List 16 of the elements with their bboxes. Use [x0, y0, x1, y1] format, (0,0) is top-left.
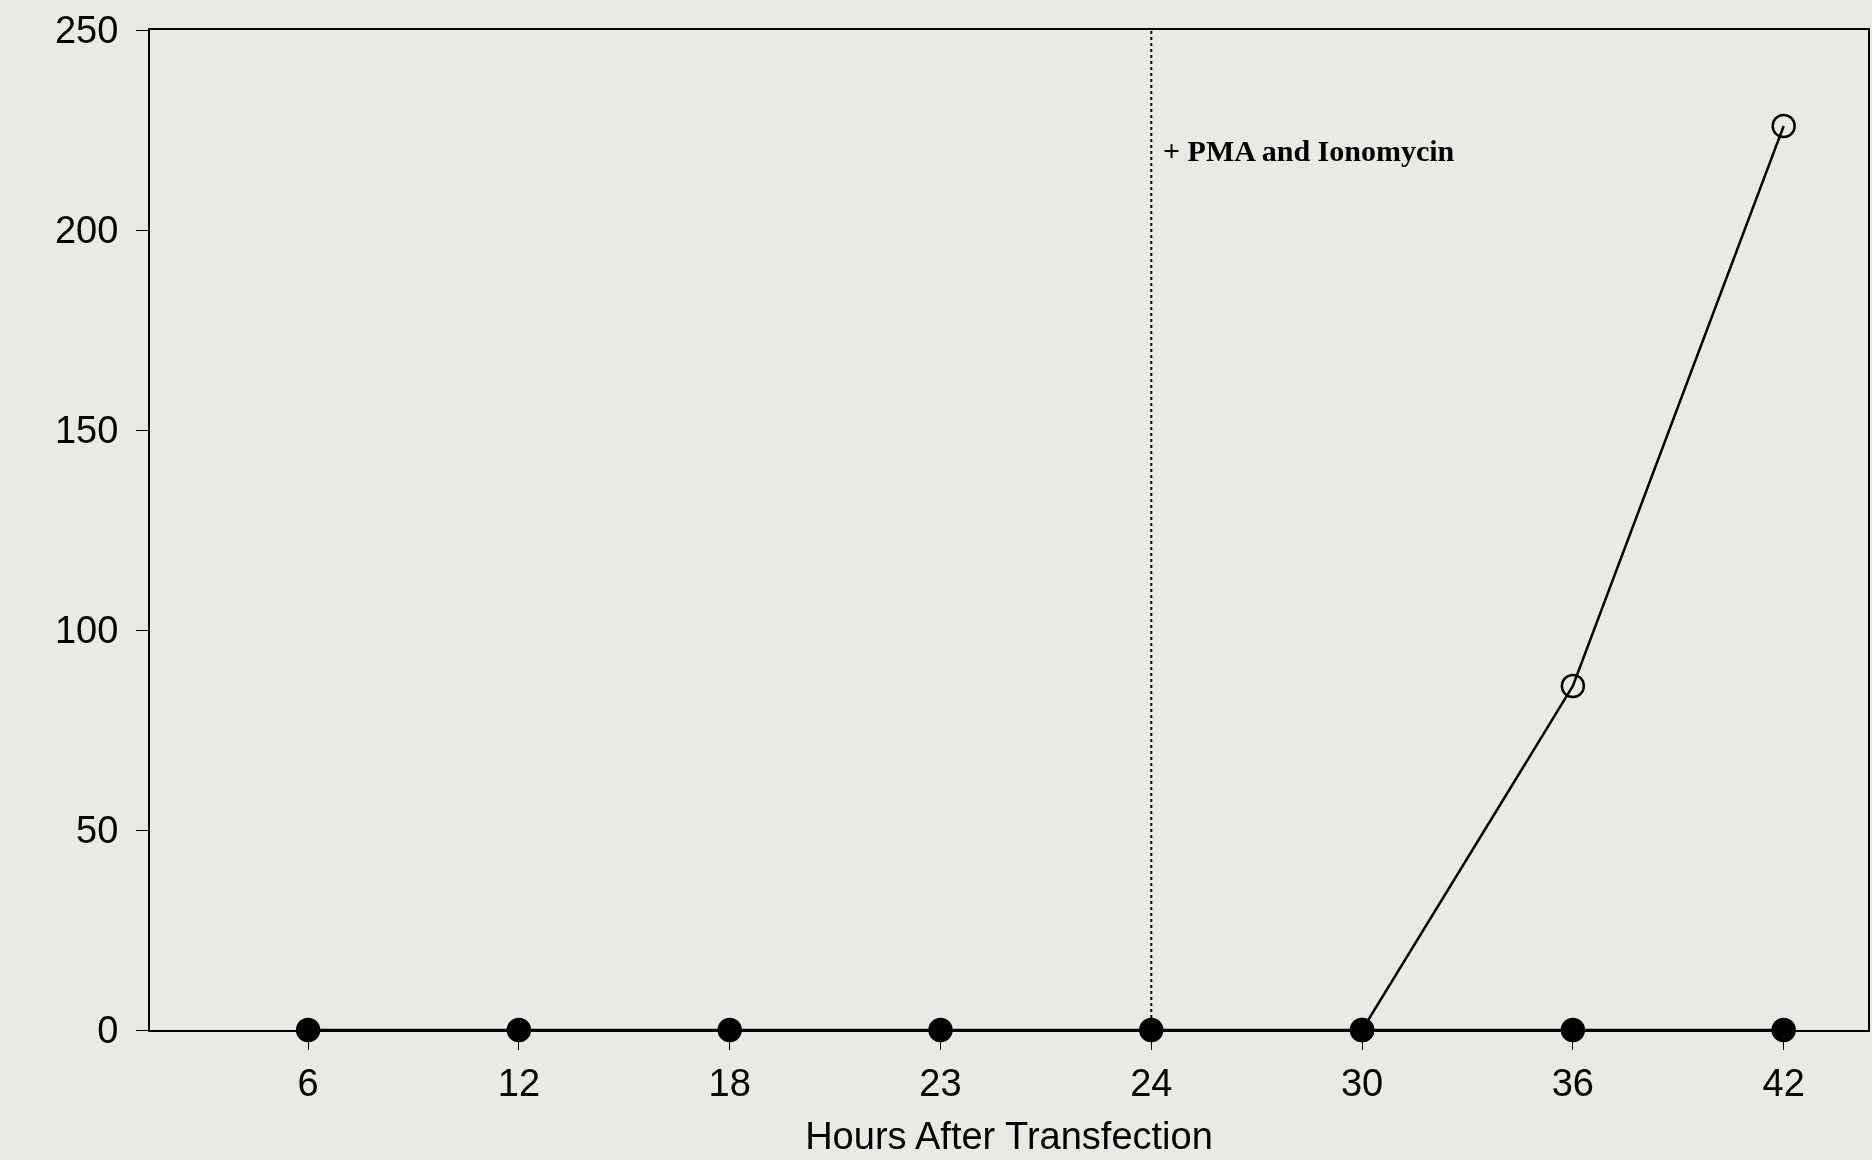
x-tick-label: 42 — [1762, 1061, 1805, 1104]
x-tick-label: 36 — [1551, 1061, 1595, 1104]
x-axis-title: Hours After Transfection — [805, 1115, 1213, 1158]
ref-line-label: + PMA and Ionomycin — [1163, 134, 1455, 167]
y-tick-label: 50 — [76, 809, 119, 852]
x-tick-label: 24 — [1130, 1061, 1173, 1104]
x-tick-label: 23 — [919, 1061, 962, 1104]
y-tick-label: 100 — [54, 609, 119, 652]
y-tick-label: 200 — [54, 209, 119, 252]
x-tick-label: 18 — [708, 1061, 751, 1104]
x-tick-label: 30 — [1340, 1061, 1384, 1104]
x-tick-label: 6 — [297, 1061, 319, 1104]
x-tick-label: 12 — [497, 1061, 541, 1104]
y-tick-label: 0 — [97, 1009, 119, 1052]
y-tick-label: 150 — [54, 409, 119, 452]
y-tick-label: 250 — [54, 9, 119, 52]
